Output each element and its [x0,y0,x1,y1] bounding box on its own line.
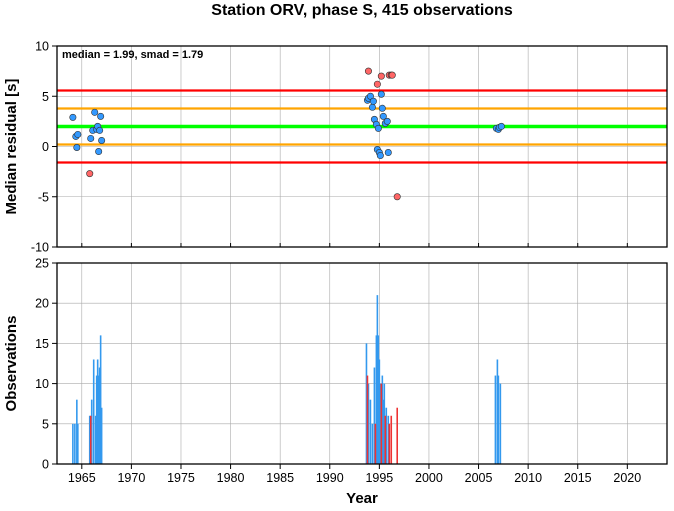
blue-data-point [376,152,384,160]
blue-data-point [95,148,103,156]
top-ytick-label: 10 [35,40,49,54]
bottom-ytick-label: 10 [35,377,49,391]
red-data-point [388,71,396,79]
blue-data-point [73,144,81,152]
blue-data-point [74,130,82,138]
bottom-xtick-label: 2000 [415,471,443,485]
blue-data-point [96,126,104,134]
bottom-ytick-label: 15 [35,337,49,351]
bottom-panel: 1965 1970 1975 1980 1985 1990 1995 2000 2005 2010… [3,257,668,507]
blue-data-point [378,104,386,112]
bottom-xtick-label: 2005 [465,471,493,485]
top-ytick-label: 0 [42,140,49,154]
red-data-point [373,80,381,88]
bottom-xtick-label: 1970 [117,471,145,485]
x-axis-label: Year [346,490,378,507]
blue-data-point [97,112,105,120]
bottom-xtick-label: 1965 [68,471,96,485]
bottom-xtick-label: 1980 [217,471,245,485]
blue-data-point [87,134,95,142]
top-ytick-label: 5 [42,90,49,104]
bottom-ytick-label: 20 [35,297,49,311]
top-ytick-label: -10 [31,241,49,255]
blue-data-point [368,103,376,111]
stats-annotation: median = 1.99, smad = 1.79 [62,49,203,61]
bottom-ytick-label: 5 [42,417,49,431]
blue-data-point [98,136,106,144]
blue-data-point [383,117,391,125]
red-data-point [364,67,372,75]
red-data-point [377,72,385,80]
blue-data-point [369,97,377,105]
blue-data-point [374,124,382,132]
bottom-xtick-label: 2020 [613,471,641,485]
bottom-xtick-label: 2010 [514,471,542,485]
bottom-y-axis-label: Observations [3,316,20,412]
bottom-xtick-label: 2015 [564,471,592,485]
bottom-plot-frame [56,262,668,465]
red-data-point [86,170,94,178]
red-data-point [393,193,401,201]
bottom-ytick-label: 25 [35,257,49,271]
top-ytick-label: -5 [38,190,49,204]
top-y-axis-label: Median residual [s] [3,79,20,215]
blue-data-point [379,112,387,120]
blue-data-point [384,149,392,157]
top-panel: 10 5 0 -5 -10 median = 1.99, smad = 1.79 Media… [3,40,668,255]
bottom-xtick-label: 1995 [365,471,393,485]
top-plot-frame [56,45,668,248]
bottom-xtick-label: 1990 [316,471,344,485]
blue-data-point [91,108,99,116]
bottom-xtick-label: 1975 [167,471,195,485]
blue-data-point [69,113,77,121]
bottom-ytick-label: 0 [42,458,49,472]
bottom-xtick-label: 1985 [266,471,294,485]
chart-title: Station ORV, phase S, 415 observations [211,2,513,19]
blue-data-point [377,90,385,98]
blue-data-point [497,122,505,130]
